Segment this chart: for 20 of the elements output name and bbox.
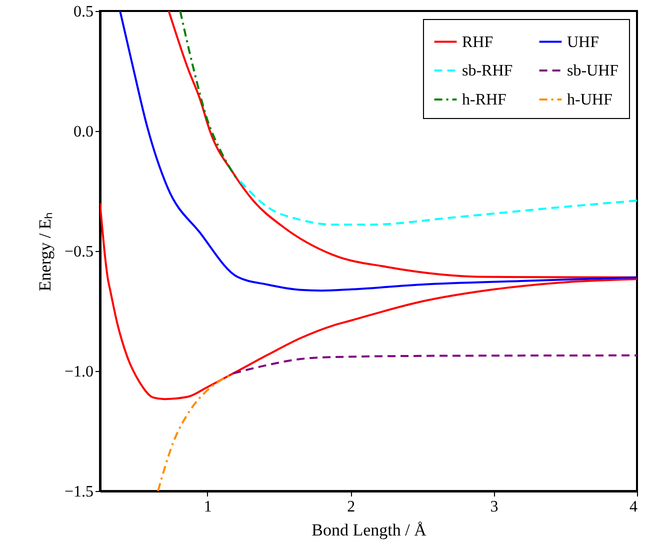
x-tick-label: 3: [490, 498, 498, 516]
y-tick-label: 0.5: [74, 4, 94, 20]
y-tick-label: 0.0: [74, 124, 94, 140]
legend-label: sb-UHF: [567, 62, 619, 80]
legend-label: RHF: [462, 34, 494, 51]
y-tick-label: −1.5: [64, 484, 94, 500]
legend-label: sb-RHF: [462, 62, 513, 80]
line-series: [156, 374, 232, 491]
legend-label: UHF: [567, 34, 600, 51]
legend-label: h-RHF: [462, 92, 507, 108]
y-tick-label: −0.5: [64, 244, 94, 260]
y-tick-label: −1.0: [64, 364, 94, 380]
x-tick-label: 1: [204, 498, 212, 516]
x-tick-label: 2: [347, 498, 356, 516]
line-series: [239, 180, 637, 226]
y-axis-title: Energy / Eₕ: [35, 212, 54, 292]
x-tick-label: 4: [630, 498, 638, 516]
line-series: [232, 354, 637, 374]
x-axis-title: Bond Length / Å: [312, 520, 428, 540]
legend-label: h-UHF: [567, 92, 612, 108]
